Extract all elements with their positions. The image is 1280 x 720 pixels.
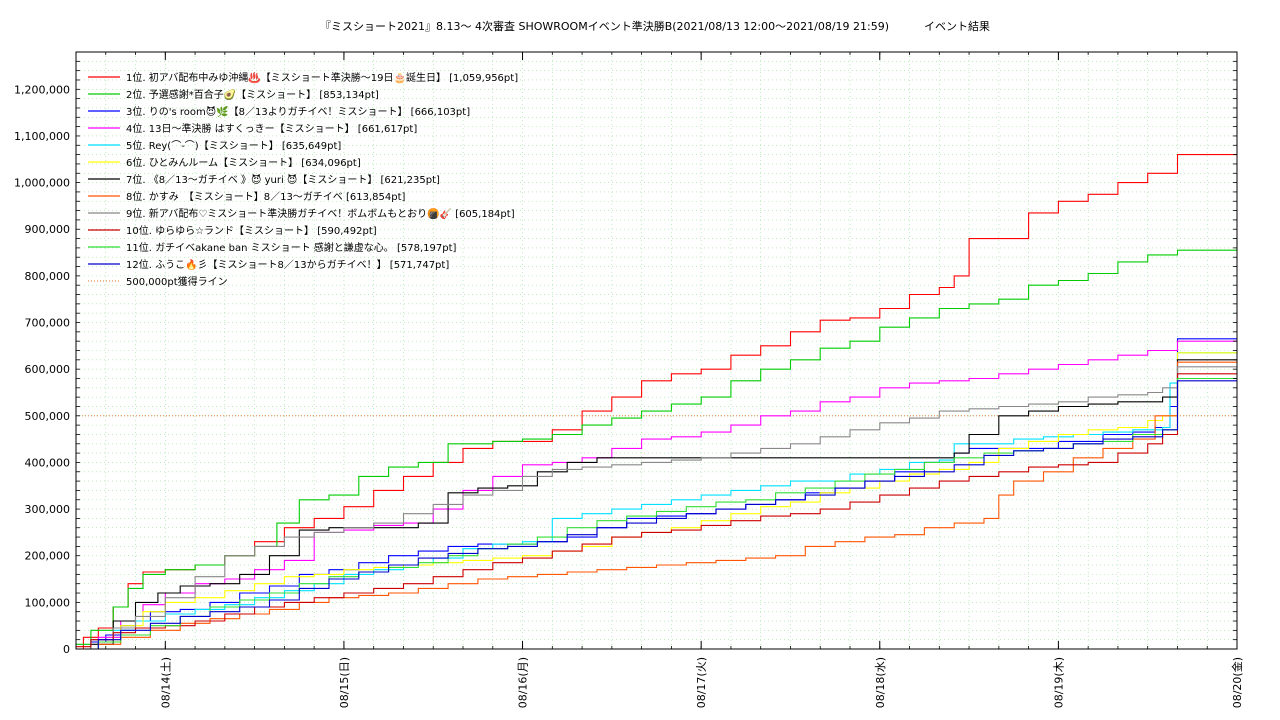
legend-label: 5位. Rey(⌒-⌒)【ミスショート】 [635,649pt]	[126, 139, 341, 152]
legend-label: 8位. かすみ 【ミスショート】8／13〜ガチイベ [613,854pt]	[126, 190, 406, 203]
series-line	[76, 352, 1237, 650]
y-tick-label: 400,000	[25, 456, 71, 469]
legend-label: 9位. 新アバ配布♡ミスショート準決勝ガチイベ！ボムボムもとおり🍘🎸 [605,…	[126, 207, 515, 220]
chart-title: 『ミスショート2021』8.13～ 4次審査 SHOWROOMイベント準決勝B(…	[319, 20, 990, 33]
x-tick-label: 08/20(金)	[1230, 657, 1244, 708]
y-tick-label: 1,200,000	[14, 83, 70, 96]
y-tick-label: 600,000	[25, 363, 71, 376]
y-tick-label: 300,000	[25, 503, 71, 516]
series-line	[76, 380, 1237, 650]
legend: 1位. 初アバ配布中みゆ沖縄♨️【ミスショート準決勝〜19日🎂誕生日】 [1,0…	[88, 71, 518, 288]
legend-label: 7位. 《8／13〜ガチイベ 》😈 yuri 😈【ミスショート】 [621,23…	[126, 173, 440, 186]
y-tick-label: 1,100,000	[14, 130, 70, 143]
series-layer	[76, 154, 1237, 650]
x-tick-label: 08/19(木)	[1052, 657, 1065, 708]
y-tick-label: 700,000	[25, 317, 71, 330]
x-tick-label: 08/18(水)	[874, 657, 887, 708]
legend-label: 11位. ガチイベakane ban ミスショート 感謝と謙虚な心。 [578,…	[126, 241, 456, 254]
legend-label: 12位. ふうこ🔥彡【ミスショート8／13からガチイベ！】 [571,747pt…	[126, 258, 449, 271]
legend-label: 10位. ゆらゆら☆ランド【ミスショート】 [590,492pt]	[126, 224, 377, 237]
legend-label: 3位. りの's room😈🌿【8／13よりガチイベ！ミスショート】 [666,…	[126, 105, 470, 118]
y-tick-label: 800,000	[25, 270, 71, 283]
legend-label: 6位. ひとみんルーム【ミスショート】 [634,096pt]	[126, 156, 361, 169]
y-tick-label: 500,000	[25, 410, 71, 423]
series-line	[76, 359, 1237, 650]
grid-layer	[76, 51, 1237, 649]
y-tick-label: 1,000,000	[14, 177, 70, 190]
y-tick-label: 100,000	[25, 596, 71, 609]
x-tick-label: 08/14(土)	[159, 657, 172, 708]
x-tick-label: 08/16(月)	[517, 657, 530, 708]
axis-layer: 0 100,000 200,000 300,000 400,000 500,000 600,…	[14, 51, 1244, 708]
series-line	[76, 249, 1237, 645]
legend-label: 500,000pt獲得ライン	[126, 275, 228, 288]
series-line	[76, 377, 1237, 650]
series-line	[76, 373, 1237, 648]
x-tick-label: 08/17(火)	[695, 657, 708, 708]
y-tick-label: 0	[63, 643, 70, 656]
series-line	[76, 340, 1237, 650]
series-line	[76, 366, 1237, 650]
x-tick-label: 08/15(日)	[338, 657, 351, 708]
y-tick-label: 200,000	[25, 550, 71, 563]
legend-label: 4位. 13日〜準決勝 はすくっきー【ミスショート】 [661,617pt]	[126, 122, 417, 135]
series-line	[76, 361, 1237, 650]
y-tick-label: 900,000	[25, 223, 71, 236]
legend-label: 2位. 予選感謝*百合子🥑【ミスショート】 [853,134pt]	[126, 88, 379, 101]
legend-label: 1位. 初アバ配布中みゆ沖縄♨️【ミスショート準決勝〜19日🎂誕生日】 [1,0…	[126, 71, 518, 84]
